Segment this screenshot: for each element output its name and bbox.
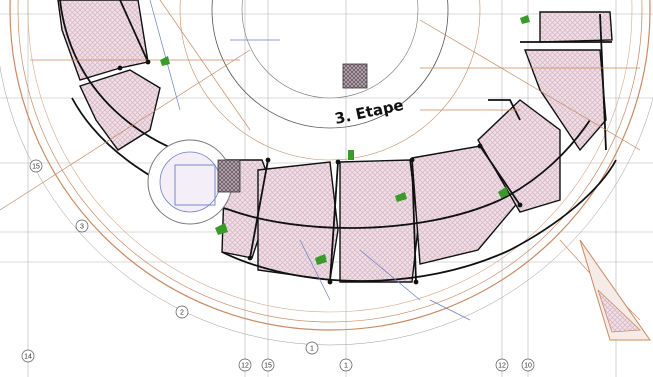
rebar-markers — [160, 15, 530, 265]
grid-label-e: 10 — [524, 363, 532, 370]
outer-radial-rings — [0, 0, 653, 346]
grid-label-i: 1 — [310, 346, 314, 353]
column-markers — [117, 59, 523, 285]
grid-label-d: 12 — [498, 363, 506, 370]
grid-label-f: 15 — [32, 164, 40, 171]
grid-label-j: 1 — [344, 363, 348, 370]
blue-detail-lines — [149, 0, 471, 321]
grid-bubbles — [21, 159, 535, 372]
grid-label-g: 3 — [80, 224, 84, 231]
grid-label-c: 15 — [264, 363, 272, 370]
grid-label-b: 12 — [241, 363, 249, 370]
shaft-marker — [342, 63, 368, 89]
staircase-core — [147, 139, 241, 225]
grid-label-h: 2 — [180, 310, 184, 317]
corner-structure — [579, 239, 651, 341]
grid-label-a: 14 — [24, 354, 32, 361]
grid-bubble-labels: 14 12 15 12 10 15 3 2 1 1 — [24, 164, 532, 370]
